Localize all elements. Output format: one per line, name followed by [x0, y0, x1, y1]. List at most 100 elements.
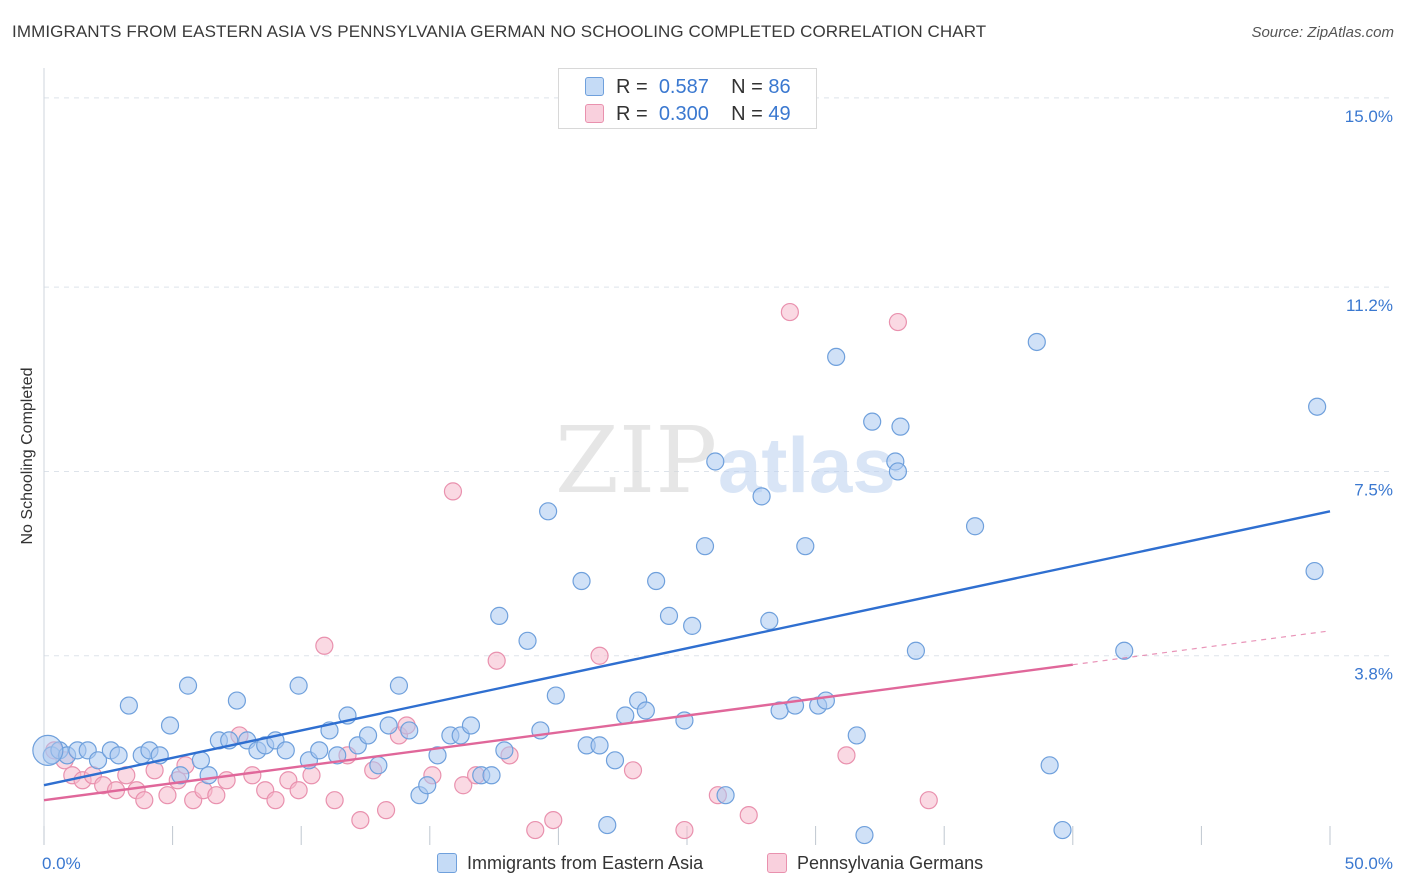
pink-point: [376, 801, 396, 820]
legend-n-label: N =: [731, 103, 763, 125]
blue-point: [289, 676, 308, 695]
blue-point: [178, 676, 198, 695]
blue-point: [636, 701, 655, 720]
blue-point: [191, 751, 210, 770]
bottom-legend-swatch-pink: [767, 853, 787, 873]
blue-point: [495, 741, 514, 760]
legend-n-value: 86: [768, 76, 791, 98]
blue-point: [752, 487, 771, 506]
blue-point: [428, 746, 447, 765]
pink-point: [243, 766, 262, 785]
source-label: Source: ZipAtlas.com: [1251, 24, 1394, 41]
blue-point: [906, 641, 926, 660]
blue-point: [199, 766, 218, 785]
blue-point: [369, 756, 388, 775]
blue-series-points: [32, 332, 1327, 845]
blue-point: [855, 825, 874, 845]
blue-point: [400, 721, 419, 740]
blue-point: [1115, 641, 1134, 660]
blue-point: [965, 517, 985, 536]
blue-point: [647, 571, 666, 591]
gridlines: [44, 97, 1392, 657]
blue-point: [616, 706, 635, 725]
pink-point: [739, 806, 758, 825]
pink-point: [919, 791, 938, 810]
blue-point: [863, 412, 882, 431]
blue-point: [760, 611, 779, 630]
pink-point: [266, 791, 285, 810]
blue-point: [816, 691, 835, 710]
bottom-legend-swatch-blue: [437, 853, 457, 873]
blue-point: [605, 751, 625, 770]
x-tick-max: 50.0%: [1345, 854, 1393, 873]
y-tick-label: 11.2%: [1346, 296, 1393, 315]
blue-point: [119, 696, 138, 715]
blue-point: [891, 417, 910, 436]
pink-point: [135, 791, 154, 810]
blue-point: [310, 741, 329, 760]
pink-point: [315, 636, 334, 655]
pink-point: [780, 302, 799, 322]
pink-point: [443, 482, 463, 501]
blue-point: [358, 726, 378, 745]
y-tick-label: 15.0%: [1345, 107, 1393, 126]
blue-point: [659, 606, 679, 625]
blue-point: [695, 537, 715, 556]
blue-point: [572, 571, 591, 591]
blue-point: [847, 726, 866, 745]
bottom-legend-label-pink: Pennsylvania Germans: [797, 853, 984, 873]
pink-trend-line: [43, 663, 1073, 802]
bottom-legend-label-blue: Immigrants from Eastern Asia: [467, 853, 704, 873]
pink-point: [590, 646, 609, 665]
blue-point: [598, 815, 617, 835]
blue-point: [683, 616, 702, 635]
pink-trend-extension: [1072, 630, 1331, 666]
blue-point: [590, 736, 609, 755]
blue-point-large: [32, 734, 64, 766]
legend-row-blue: R = 0.587 N = 86: [585, 76, 791, 100]
legend-r-value: 0.300: [658, 103, 709, 125]
pink-point: [207, 786, 226, 805]
pink-point: [526, 820, 545, 840]
legend-r-label: R =: [616, 103, 648, 125]
watermark: ZIP atlas: [555, 407, 896, 514]
blue-point: [796, 537, 815, 556]
blue-point: [490, 606, 509, 625]
bottom-legend-pink: Pennsylvania Germans: [767, 853, 983, 875]
blue-point: [482, 766, 501, 785]
pink-point: [623, 761, 643, 780]
pink-point: [675, 820, 694, 840]
watermark-atlas: atlas: [718, 421, 896, 509]
blue-point: [1305, 561, 1324, 581]
pink-point: [454, 776, 473, 795]
blue-point: [1053, 820, 1072, 840]
blue-point: [160, 716, 180, 735]
blue-point: [461, 716, 481, 735]
bottom-legend-blue: Immigrants from Eastern Asia: [437, 853, 703, 875]
blue-point: [276, 741, 295, 760]
legend-n-label: N =: [731, 76, 763, 98]
blue-point: [227, 691, 246, 710]
blue-point: [418, 776, 437, 795]
pink-point: [289, 781, 308, 800]
blue-point: [88, 751, 108, 770]
pink-point: [302, 766, 321, 785]
blue-point: [1027, 332, 1046, 352]
blue-point: [389, 676, 409, 695]
trend-lines: [43, 510, 1331, 802]
y-tick-labels: 3.8% 7.5% 11.2% 15.0%: [1345, 107, 1393, 684]
pink-point: [487, 651, 506, 670]
legend-r-label: R =: [616, 76, 648, 98]
legend-swatch-blue: [585, 77, 604, 96]
blue-point: [518, 631, 537, 650]
blue-point: [716, 786, 735, 805]
pink-point: [325, 791, 344, 810]
blue-point: [888, 462, 908, 481]
blue-point: [171, 766, 190, 785]
blue-point: [539, 502, 558, 521]
blue-point: [1308, 397, 1327, 416]
stats-legend: R = 0.587 N = 86 R = 0.300 N = 49: [558, 68, 817, 129]
blue-point: [827, 347, 846, 367]
x-tick-min: 0.0%: [42, 854, 81, 873]
